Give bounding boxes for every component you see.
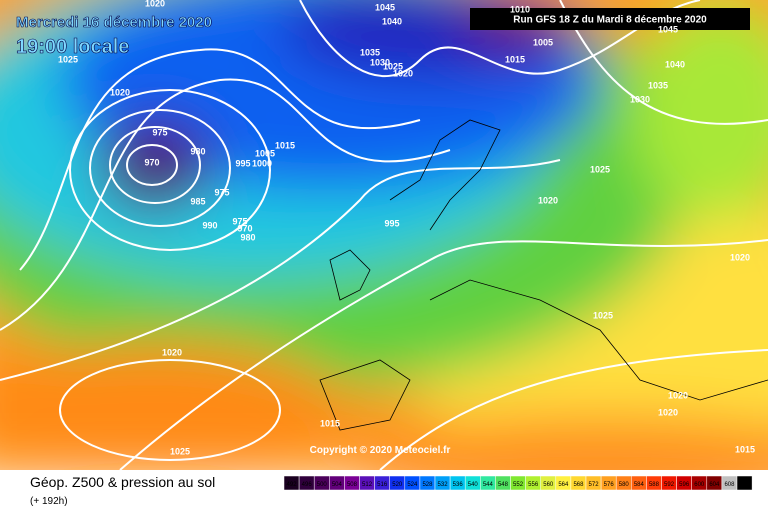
isobar-label: 1025 — [590, 164, 610, 174]
isobar-label: 1010 — [510, 4, 530, 14]
isobar-label: 1020 — [658, 407, 678, 417]
colorbar-label: 520 — [392, 482, 403, 488]
isobar-label: 1035 — [648, 80, 668, 90]
isobar-label: 1015 — [735, 444, 755, 454]
time: 19:00 locale — [16, 36, 129, 58]
colorbar-label: 500 — [317, 482, 328, 488]
isobar-label: 1000 — [252, 158, 272, 168]
colorbar-label: 544 — [483, 482, 494, 488]
footer-title: Géop. Z500 & pression au sol — [30, 474, 215, 490]
colorbar-label: 508 — [347, 482, 358, 488]
run-info: Run GFS 18 Z du Mardi 8 décembre 2020 — [513, 15, 707, 26]
colorbar-label: 572 — [589, 482, 600, 488]
isobar-label: 980 — [240, 232, 255, 242]
lead-time: (+ 192h) — [30, 496, 68, 507]
colorbar-label: 540 — [468, 482, 479, 488]
colorbar-label: 576 — [604, 482, 615, 488]
isobar-label: 1030 — [370, 57, 390, 67]
isobar-label: 1045 — [375, 2, 395, 12]
isobar-label: 975 — [232, 216, 247, 226]
colorbar-label: 600 — [694, 482, 705, 488]
colorbar-label: 492 — [287, 482, 298, 488]
colorbar-label: 592 — [664, 482, 675, 488]
isobar-label: 1015 — [505, 54, 525, 64]
isobar-label: 970 — [237, 223, 252, 233]
coastlines — [319, 119, 768, 431]
colorbar-label: 512 — [362, 482, 373, 488]
isobar-label: 975 — [214, 187, 229, 197]
isobar-label: 1040 — [665, 59, 685, 69]
isobar-label: 1025 — [58, 54, 78, 64]
isobar-label: 1030 — [630, 94, 650, 104]
isobar-label: 995 — [235, 158, 250, 168]
copyright: Copyright © 2020 Meteociel.fr — [310, 445, 451, 456]
colorbar-label: 580 — [619, 482, 630, 488]
isobar-label: 1015 — [320, 418, 340, 428]
isobar-label: 1020 — [538, 195, 558, 205]
isobar-label: 970 — [144, 157, 159, 167]
colorbar-label: 552 — [513, 482, 524, 488]
colorbar-label: 504 — [332, 482, 343, 488]
colorbar-label: 524 — [407, 482, 418, 488]
isobar-label: 1020 — [162, 347, 182, 357]
colorbar-label: 548 — [498, 482, 509, 488]
colorbar-label: 596 — [679, 482, 690, 488]
isobar-label: 1005 — [533, 37, 553, 47]
colorbar-label: 496 — [302, 482, 313, 488]
run-box — [470, 8, 750, 30]
isobar-label: 1035 — [360, 47, 380, 57]
isobar-label: 1025 — [593, 310, 613, 320]
isobar-label: 1020 — [393, 68, 413, 78]
colorbar-label: 588 — [649, 482, 660, 488]
isobar-label: 995 — [384, 218, 399, 228]
isobar-label: 980 — [190, 146, 205, 156]
isobar-labels: 1020 104510401010104510251035103010251020… — [58, 0, 755, 456]
colorbar: 492 496 500 504 508 512 516 520 524 528 532 536 540 5… — [283, 475, 753, 491]
isobar-label: 1020 — [730, 252, 750, 262]
colorbar-label: 536 — [453, 482, 464, 488]
isobar-label: 985 — [190, 196, 205, 206]
isobar-label: 975 — [152, 127, 167, 137]
isobar-label: 990 — [202, 220, 217, 230]
colorbar-label: 608 — [724, 482, 735, 488]
isobar-label: 1015 — [275, 140, 295, 150]
colorbar-label: 516 — [377, 482, 388, 488]
isobar-label: 1020 — [145, 0, 165, 8]
colorbar-label: 564 — [558, 482, 569, 488]
colorbar-cell — [736, 475, 753, 491]
colorbar-label: 612 — [740, 482, 751, 488]
isobar-label: 1020 — [668, 390, 688, 400]
isobar-label: 1025 — [383, 61, 403, 71]
isobar-label: 1020 — [110, 87, 130, 97]
colorbar-label: 604 — [709, 482, 720, 488]
colorbar-label: 556 — [528, 482, 539, 488]
isobar-label: 1025 — [170, 446, 190, 456]
colorbar-label: 568 — [573, 482, 584, 488]
colorbar-label: 528 — [422, 482, 433, 488]
date: Mercredi 16 décembre 2020 — [16, 14, 212, 31]
colorbar-label: 584 — [634, 482, 645, 488]
isobar-label: 1005 — [255, 148, 275, 158]
isobar-label: 1045 — [658, 24, 678, 34]
colorbar-label: 560 — [543, 482, 554, 488]
colorbar-label: 532 — [438, 482, 449, 488]
isobar-label: 1040 — [382, 16, 402, 26]
